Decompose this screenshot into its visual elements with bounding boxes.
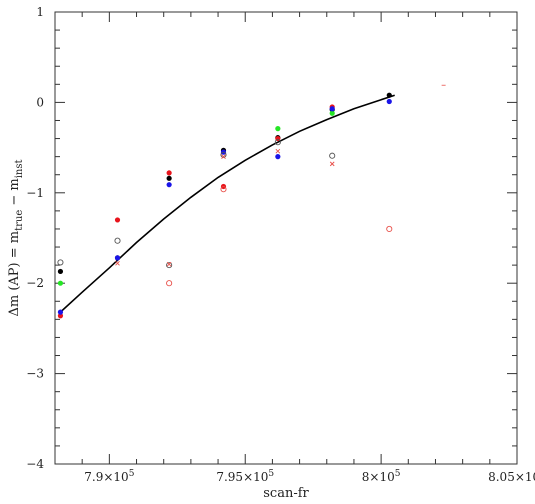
point-gray-open [166, 262, 173, 269]
x-tick-label: 7.9×105 [84, 469, 134, 484]
x-tick-label: 8.05×105 [488, 469, 535, 484]
point-black-filled [386, 92, 392, 98]
y-tick-label: −3 [26, 367, 44, 381]
y-tick-label: −2 [26, 276, 44, 290]
point-lightred-open [166, 280, 173, 287]
point-gray-open [274, 139, 281, 146]
point-blue-filled [329, 106, 335, 112]
x-tick-label: 8×105 [362, 469, 401, 484]
data-points [57, 84, 446, 319]
point-gray-open [57, 259, 64, 266]
x-tick-label: 7.95×105 [216, 469, 274, 484]
point-lightred-cross [166, 261, 172, 267]
point-green-filled [329, 110, 335, 116]
point-black-filled [166, 175, 172, 181]
y-tick-label: −4 [26, 457, 44, 471]
y-label-sub-inst: inst [14, 159, 25, 178]
point-lightred-open [386, 225, 393, 233]
plot-frame [54, 11, 518, 465]
y-label-mid: − m [7, 178, 22, 209]
y-label-sub-true: true [14, 210, 25, 231]
x-axis-label: scan-fr [263, 486, 309, 501]
point-red-filled [57, 313, 64, 319]
point-blue-filled [114, 255, 121, 261]
point-blue-filled [166, 182, 172, 188]
point-lightred-cross [275, 148, 281, 154]
point-lightred-cross [329, 161, 335, 167]
y-tick-label: 1 [36, 5, 44, 19]
point-red-filled [166, 170, 172, 176]
point-blue-filled [57, 309, 64, 315]
point-gray-open [329, 152, 336, 159]
point-black-filled [57, 268, 64, 275]
point-lightred-cross [115, 260, 120, 266]
y-axis-label: Δm (AP) = mtrue − minst [7, 159, 25, 316]
point-red-filled [114, 217, 121, 223]
y-tick-label: −1 [26, 186, 44, 200]
y-label-main: Δm (AP) = m [7, 231, 22, 317]
point-lightred-cross [221, 154, 226, 159]
point-gray-open [114, 237, 121, 244]
point-blue-filled [275, 154, 281, 160]
axis-ticks [54, 11, 518, 465]
point-green-filled [57, 280, 64, 286]
point-blue-filled [386, 98, 392, 105]
point-lightred-open [220, 186, 227, 193]
point-green-filled [275, 126, 281, 132]
point-gray-open [220, 151, 227, 158]
y-tick-label: 0 [36, 95, 44, 109]
fit-curve-layer [59, 94, 395, 313]
fit-curve [59, 94, 395, 313]
tick-labels: 7.9×105 7.95×105 8×105 8.05×105 −4 −3 −2 −1 0 1 [26, 5, 535, 484]
